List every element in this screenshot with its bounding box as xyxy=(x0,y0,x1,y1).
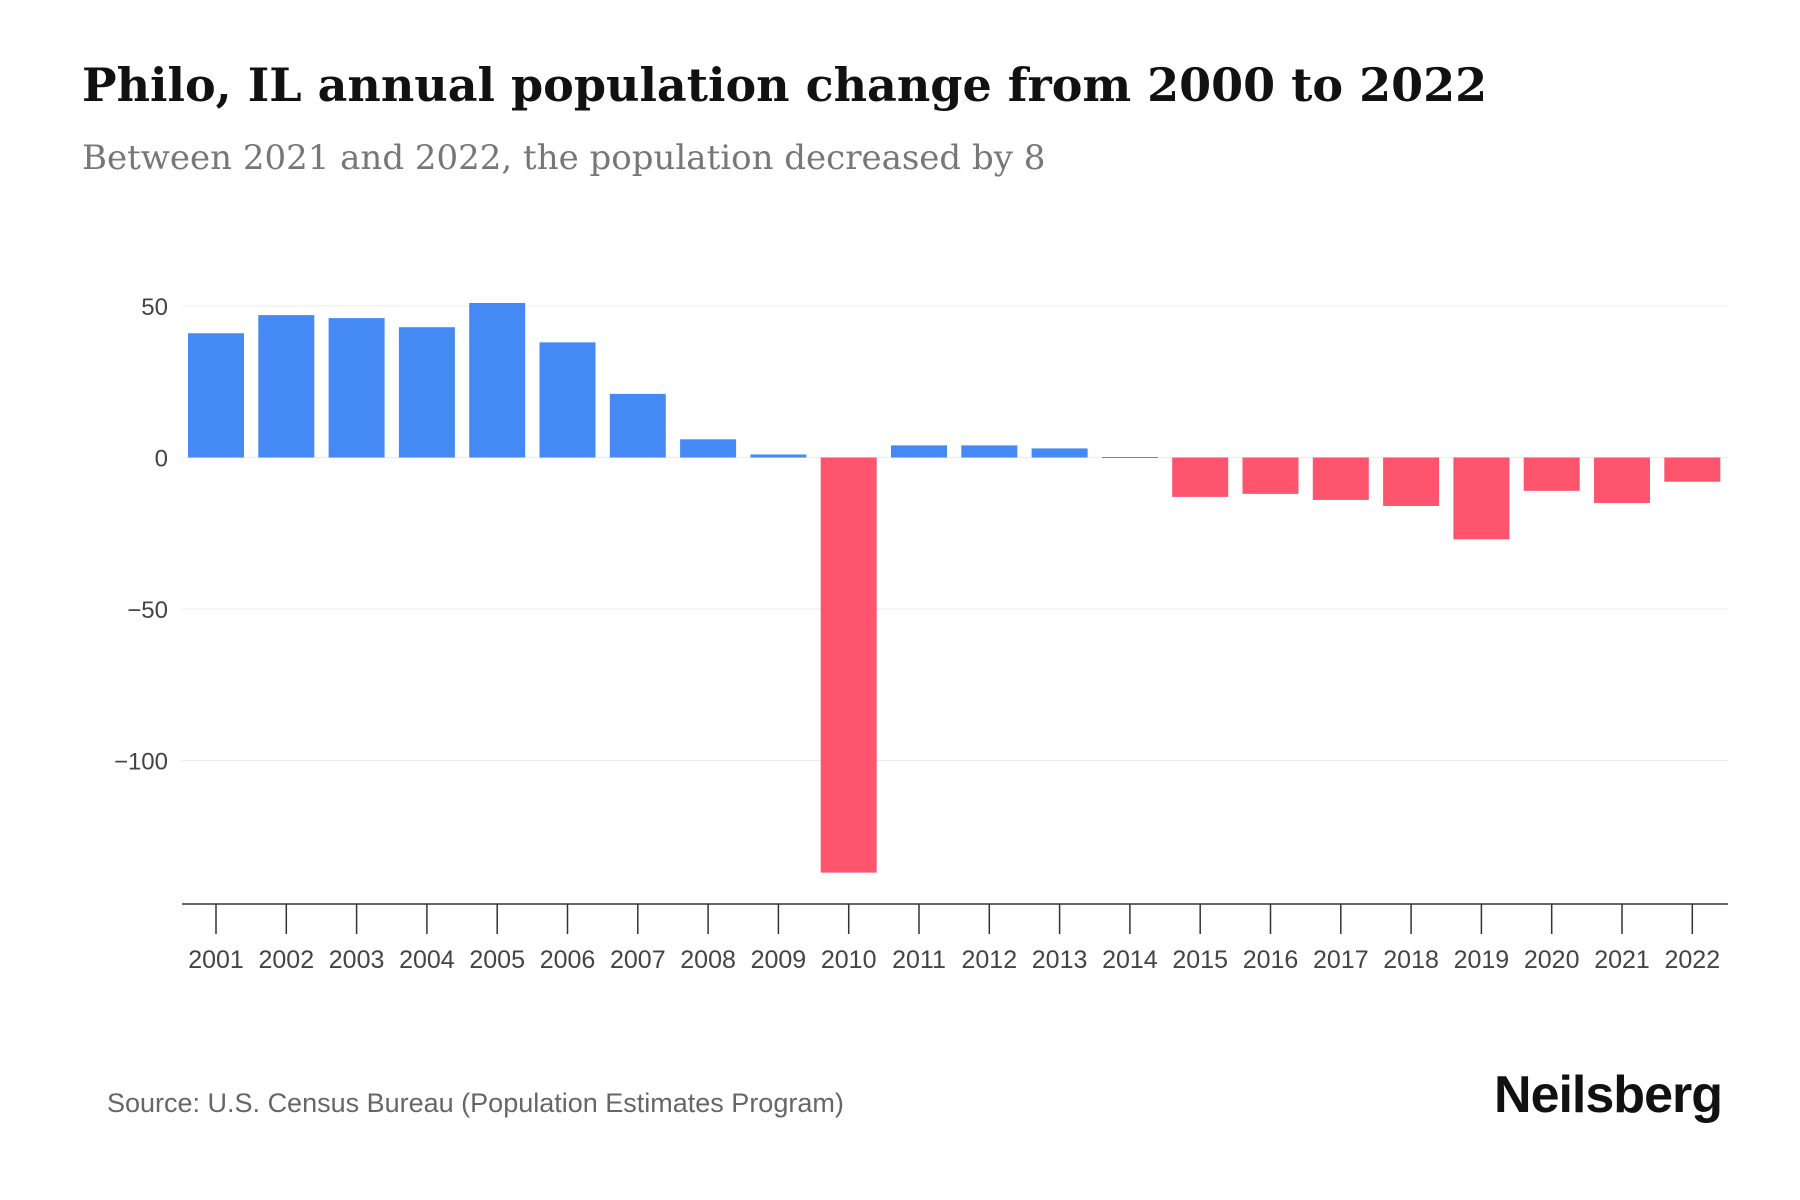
bar-2019 xyxy=(1453,457,1510,540)
x-tick-label: 2008 xyxy=(680,946,736,974)
bar-2022 xyxy=(1664,457,1721,482)
x-tick-label: 2012 xyxy=(961,946,1017,974)
y-tick-label: −100 xyxy=(114,749,168,776)
x-tick-label: 2007 xyxy=(610,946,666,974)
y-tick-label: 50 xyxy=(141,294,168,321)
x-axis: 2001 2002 2003 2004 2005 2006 2007 2008 2009 2010… xyxy=(182,903,1728,974)
y-tick-label: −50 xyxy=(127,597,168,624)
x-tick-label: 2001 xyxy=(188,946,244,974)
bar-2006 xyxy=(539,342,596,458)
bar-2020 xyxy=(1523,457,1580,491)
bar-2003 xyxy=(328,318,385,458)
bar-2007 xyxy=(609,393,666,458)
bar-2016 xyxy=(1242,457,1299,494)
bar-2009 xyxy=(750,454,807,458)
source-note: Source: U.S. Census Bureau (Population E… xyxy=(107,1088,844,1118)
x-tick-label: 2016 xyxy=(1243,946,1299,974)
x-tick-label: 2002 xyxy=(258,946,314,974)
chart-subtitle: Between 2021 and 2022, the population de… xyxy=(82,138,1046,178)
bars xyxy=(188,302,1721,873)
x-tick-label: 2018 xyxy=(1383,946,1439,974)
x-tick-label: 2015 xyxy=(1172,946,1228,974)
x-tick-label: 2019 xyxy=(1454,946,1510,974)
bar-2008 xyxy=(680,439,737,458)
bar-2021 xyxy=(1594,457,1650,503)
chart-title: Philo, IL annual population change from … xyxy=(82,58,1488,112)
x-tick-label: 2022 xyxy=(1664,946,1720,974)
bar-2011 xyxy=(891,445,947,458)
bar-2004 xyxy=(398,327,455,458)
y-axis-ticks: 50 0 −50 −100 xyxy=(114,294,168,776)
x-tick-label: 2017 xyxy=(1313,946,1369,974)
bar-2005 xyxy=(469,302,526,458)
bar-2012 xyxy=(961,445,1018,458)
x-tick-label: 2003 xyxy=(329,946,385,974)
bar-2014 xyxy=(1101,457,1158,458)
y-tick-label: 0 xyxy=(155,446,168,473)
x-tick-label: 2020 xyxy=(1524,946,1580,974)
x-tick-label: 2009 xyxy=(751,946,807,974)
bar-2010 xyxy=(820,457,877,873)
x-tick-label: 2014 xyxy=(1102,946,1158,974)
brand-logo: Neilsberg xyxy=(1494,1066,1723,1124)
x-tick-label: 2021 xyxy=(1594,946,1650,974)
x-tick-label: 2011 xyxy=(892,946,946,974)
x-tick-label: 2004 xyxy=(399,946,455,974)
bar-2017 xyxy=(1312,457,1369,500)
bar-2002 xyxy=(258,315,315,458)
x-tick-label: 2006 xyxy=(540,946,596,974)
bar-2001 xyxy=(188,333,244,458)
bar-2013 xyxy=(1031,448,1088,458)
x-tick-label: 2005 xyxy=(469,946,525,974)
x-tick-label: 2010 xyxy=(821,946,877,974)
bar-2018 xyxy=(1383,457,1440,506)
x-tick-label: 2013 xyxy=(1032,946,1088,974)
bar-2015 xyxy=(1172,457,1229,497)
